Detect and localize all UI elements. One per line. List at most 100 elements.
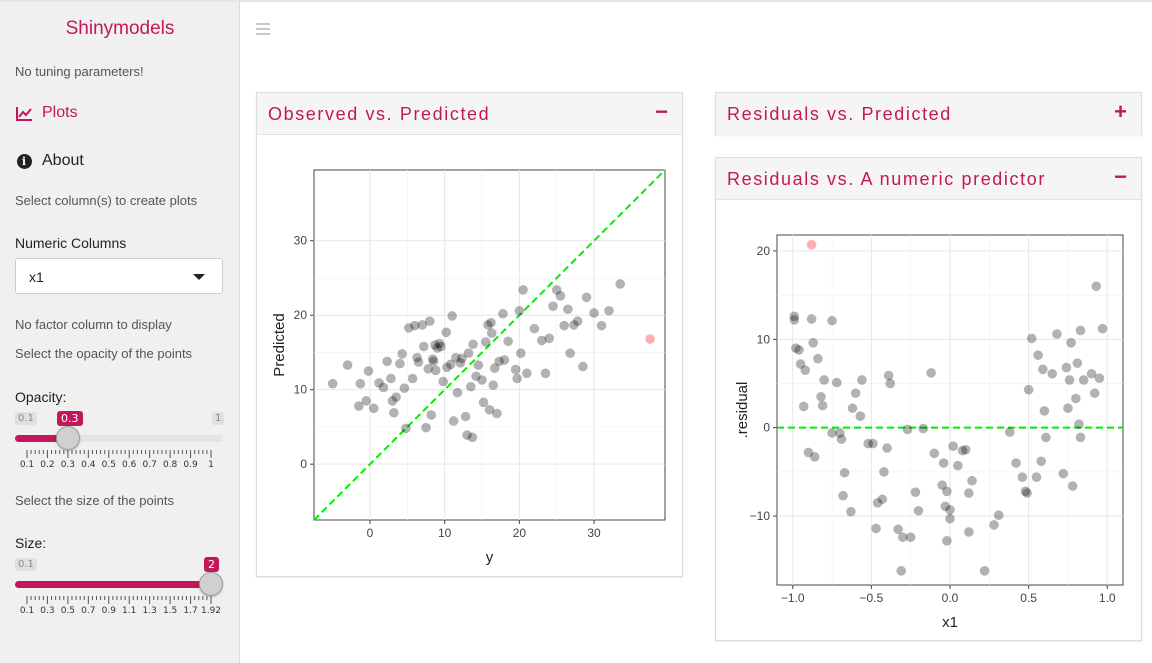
data-point [868,438,878,449]
data-point [1004,427,1015,437]
data-point [838,490,848,501]
x-tick-label: 10 [438,526,452,540]
data-point [827,428,837,438]
data-point [929,448,940,459]
data-point [817,400,828,411]
data-point [872,498,883,508]
slider-grid-label: 0.3 [60,460,76,470]
slider-grid-label: 0.7 [142,460,157,470]
slider-grid-label: 0.5 [101,460,116,470]
data-point [1094,373,1105,383]
menu-bar [256,28,270,30]
highlighted-point [806,239,817,250]
sidebar-toggle-button[interactable] [256,23,270,35]
data-point [1075,432,1086,443]
highlighted-point [645,334,655,344]
data-point [448,416,459,426]
data-point [604,305,614,316]
data-point [548,301,558,312]
opacity-slider[interactable]: 0.1 1 0.3 0.1 0.2 0.3 0.4 0.5 0.6 0.7 0.8 0.9 1 [15,411,227,472]
select-columns-text: Select column(s) to create plots [15,193,198,208]
slider-grid-label: 1.3 [142,606,157,616]
slider-grid-label: 0.5 [60,606,76,616]
slider-handle[interactable] [55,426,80,450]
expand-button[interactable]: + [1114,99,1127,124]
no-factor-text: No factor column to display [15,317,172,332]
data-point [463,348,474,358]
data-point [581,292,592,303]
data-point [819,375,829,385]
data-point [578,361,588,372]
data-point [544,333,555,344]
data-point [399,383,410,393]
opacity-help-text: Select the opacity of the points [15,346,193,361]
data-point [361,396,372,406]
residuals-vs-numeric-predictor-plot: −1.0 −0.5 0.0 0.5 1.0 −10 0 10 20 x1 .residual [734,234,1124,631]
data-point [484,404,495,415]
data-point [471,371,481,382]
sidebar-item-label: About [42,152,84,169]
data-point [795,359,806,369]
x-tick-label: 0.0 [942,591,959,605]
data-point [942,536,952,546]
data-point [452,387,463,398]
slider-grid-label: 0.7 [81,606,96,616]
data-point [806,314,817,324]
data-point [468,339,478,350]
data-point [937,480,947,490]
y-axis-label: .residual [734,382,751,439]
data-point [436,341,446,352]
x-tick-label: 1.0 [1099,591,1116,605]
observed-vs-predicted-card: Observed vs. Predicted − 0 10 20 30 0 10 20 30 y… [256,92,683,577]
slider-grid-labels: 0.1 0.2 0.3 0.4 0.5 0.6 0.7 0.8 0.9 1 [15,460,227,472]
data-point [327,378,338,389]
slider-handle[interactable] [199,572,223,596]
data-point [1061,362,1072,373]
data-point [940,501,951,512]
data-point [518,285,528,295]
data-point [938,458,949,468]
slider-grid-label: 0.1 [19,460,35,470]
x-axis-label: x1 [942,614,958,631]
info-circle-icon: i [15,152,33,170]
data-point [486,317,496,328]
data-point [391,392,401,402]
y-axis-label: Predicted [271,313,288,376]
data-point [1089,388,1100,399]
sidebar-item-about[interactable]: i About [15,148,84,174]
data-point [1067,481,1078,491]
data-point [615,279,625,289]
numeric-columns-select[interactable]: x1 [15,258,223,294]
data-point [789,315,800,325]
line-chart-icon [15,104,33,122]
data-point [516,348,526,358]
data-point [918,423,929,434]
sidebar-item-plots[interactable]: Plots [15,100,78,126]
sidebar-item-label: Plots [42,104,78,121]
y-tick-label: 10 [757,332,771,346]
data-point [1052,329,1062,339]
app-brand[interactable]: Shinymodels [65,18,175,39]
top-border [0,0,1152,2]
slider-grid-label: 0.4 [81,460,96,470]
data-point [387,396,398,406]
card-title: Observed vs. Predicted [268,104,491,124]
data-point [989,520,999,530]
slider-grid-label: 1.7 [183,606,198,616]
data-point [855,411,866,421]
collapse-button[interactable]: − [655,99,668,124]
slider-track[interactable] [15,435,223,442]
data-point [565,348,575,358]
slider-grid-label: 0.9 [101,606,116,616]
collapse-button[interactable]: − [1114,164,1127,189]
y-tick-label: 30 [294,234,308,248]
slider-value-label: 2 [204,557,219,572]
size-slider[interactable]: 0.1 2 0.1 0.3 0.5 0.7 0.9 1.1 1.3 1.5 1.7 1.92 [15,557,227,618]
data-point [967,475,977,486]
data-point [926,368,936,378]
data-point [457,353,467,364]
slider-grid-label: 1.5 [162,606,178,616]
data-point [386,373,396,384]
slider-min-label: 0.1 [15,412,37,425]
data-point [417,320,428,330]
